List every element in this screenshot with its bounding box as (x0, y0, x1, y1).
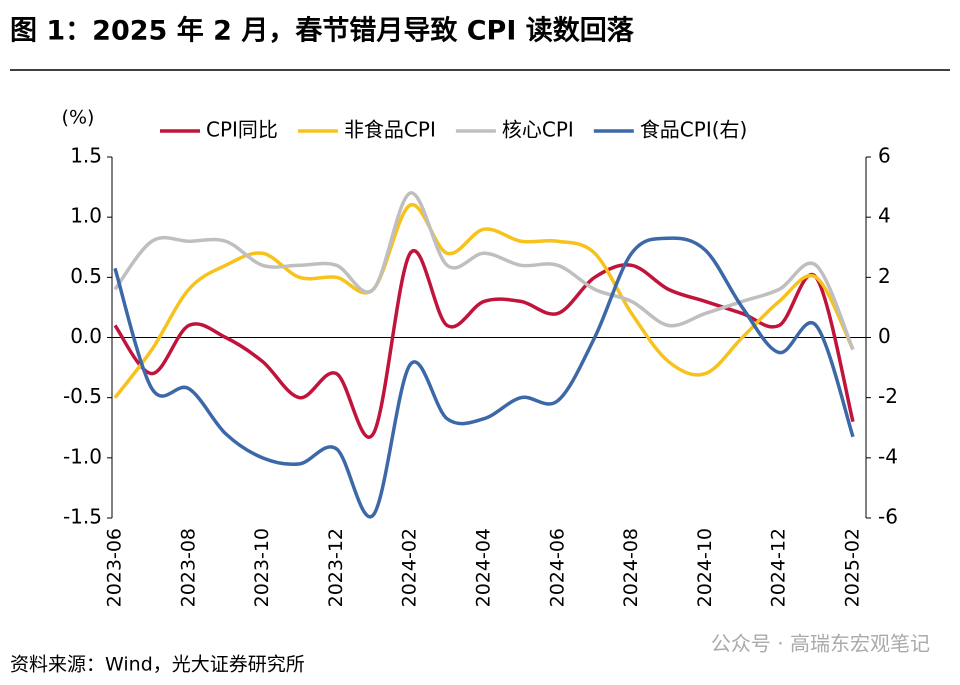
y-axis-label: (%) (62, 107, 95, 129)
x-tick-label: 2024-06 (546, 528, 568, 607)
y2-tick-label: -6 (878, 505, 898, 529)
y-tick-label: 0.5 (70, 264, 102, 288)
source: 资料来源：Wind，光大证券研究所 (10, 654, 305, 676)
x-tick-label: 2023-06 (104, 528, 126, 607)
x-tick-label: 2025-02 (842, 528, 864, 607)
y2-tick-label: 0 (878, 324, 891, 348)
x-tick-label: 2024-10 (694, 528, 716, 607)
x-tick-label: 2023-12 (325, 528, 347, 607)
y2-tick-label: -4 (878, 444, 898, 468)
x-tick-label: 2024-02 (399, 528, 421, 607)
y2-tick-label: 2 (878, 264, 891, 288)
legend-label: 核心CPI (502, 118, 574, 142)
legend-label: 非食品CPI (344, 118, 436, 142)
y2-tick-label: -2 (878, 384, 898, 408)
chart-title: 图 1：2025 年 2 月，春节错月导致 CPI 读数回落 (10, 15, 635, 47)
y-tick-label: -0.5 (63, 384, 102, 408)
y-tick-label: -1.0 (63, 444, 102, 468)
series-line (113, 248, 855, 439)
y2-tick-label: 4 (878, 204, 891, 228)
x-tick-label: 2024-08 (620, 528, 642, 607)
y-tick-label: -1.5 (63, 505, 102, 529)
x-tick-label: 2024-12 (768, 528, 790, 607)
x-tick-label: 2024-04 (473, 528, 495, 607)
legend-label: CPI同比 (206, 118, 278, 142)
y-tick-label: 1.5 (70, 144, 102, 168)
watermark: 公众号 · 高瑞东宏观笔记 (711, 632, 930, 656)
series-line (113, 236, 855, 519)
series-line (113, 191, 855, 351)
legend-label: 食品CPI(右) (640, 118, 748, 142)
series-line (113, 203, 855, 399)
y-tick-label: 0.0 (70, 324, 102, 348)
y2-tick-label: 6 (878, 144, 891, 168)
x-tick-label: 2023-08 (177, 528, 199, 607)
x-tick-label: 2023-10 (251, 528, 273, 607)
y-tick-label: 1.0 (70, 204, 102, 228)
